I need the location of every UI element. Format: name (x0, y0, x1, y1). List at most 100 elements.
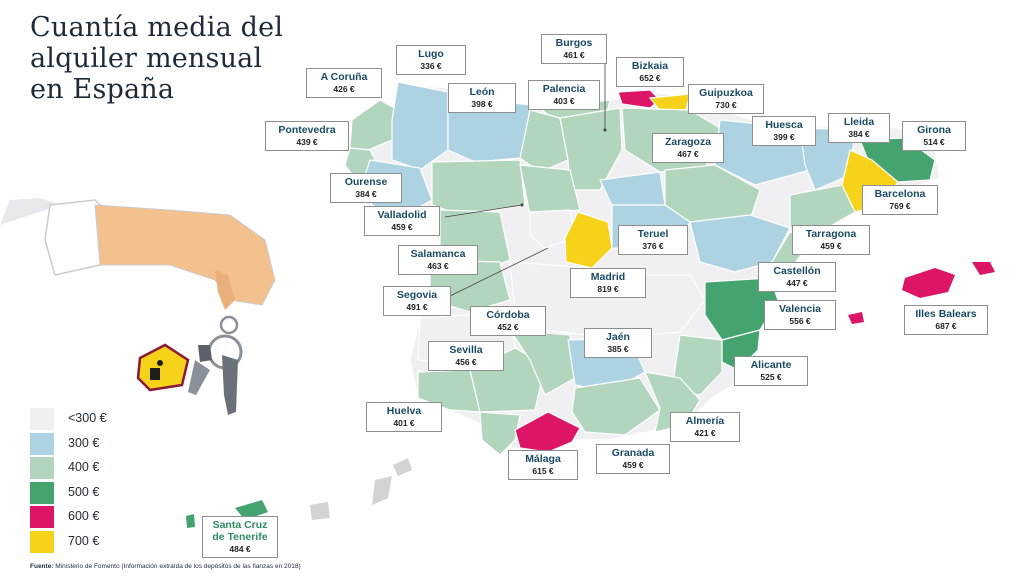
legend-label: <300 € (68, 411, 107, 425)
label-malaga: Málaga 615 € (508, 450, 578, 480)
label-name: Valladolid (377, 209, 427, 221)
source-label: Fuente: (30, 563, 54, 570)
label-teruel: Teruel 376 € (618, 225, 688, 255)
label-value: 491 € (406, 302, 428, 312)
island-mallorca (902, 268, 955, 298)
label-name: Alicante (750, 359, 792, 371)
label-name: Huesca (765, 119, 803, 131)
label-name: Madrid (590, 271, 626, 283)
legend-swatch (30, 530, 54, 553)
label-girona: Girona 514 € (902, 121, 966, 151)
label-lleida: Lleida 384 € (828, 113, 890, 143)
province-granada (571, 377, 661, 436)
label-value: 403 € (553, 96, 575, 106)
label-alicante: Alicante 525 € (734, 356, 808, 386)
label-value: 398 € (471, 99, 493, 109)
island-la-palma (186, 514, 195, 528)
label-value: 385 € (607, 344, 629, 354)
label-name: León (469, 86, 495, 98)
label-sevilla: Sevilla 456 € (428, 341, 504, 371)
source-note: Fuente: Ministerio de Fomento (Informaci… (30, 563, 301, 570)
province-segovia (529, 209, 576, 249)
label-tarragona: Tarragona 459 € (792, 225, 870, 255)
legend-label: 600 € (68, 509, 100, 523)
legend-swatch (30, 481, 54, 504)
label-value: 819 € (597, 284, 619, 294)
label-value: 467 € (677, 149, 699, 159)
label-value: 463 € (427, 261, 449, 271)
label-bizkaia: Bizkaia 652 € (616, 57, 684, 87)
label-name: Lugo (418, 48, 444, 60)
label-value: 426 € (333, 84, 355, 94)
island-tenerife (235, 500, 268, 520)
label-santa-cruz-de-tenerife: Santa Cruz de Tenerife 484 € (202, 516, 278, 558)
label-value: 447 € (786, 278, 808, 288)
label-name: Tarragona (805, 228, 857, 240)
label-huesca: Huesca 399 € (752, 116, 816, 146)
label-palencia: Palencia 403 € (528, 80, 600, 110)
label-name: Jaén (606, 331, 630, 343)
label-name: Córdoba (486, 309, 530, 321)
province-malaga (514, 411, 581, 453)
label-name: Palencia (542, 83, 586, 95)
island-lanzarote (393, 458, 412, 476)
label-value: 769 € (889, 201, 911, 211)
legend-swatch (30, 457, 54, 479)
label-madrid: Madrid 819 € (570, 268, 646, 298)
label-value: 401 € (393, 418, 415, 428)
label-name: Sevilla (449, 344, 483, 356)
label-pontevedra: Pontevedra 439 € (265, 121, 349, 151)
label-jaen: Jaén 385 € (584, 328, 652, 358)
label-name: Bizkaia (631, 60, 669, 72)
label-name: Guipuzkoa (699, 87, 753, 99)
label-value: 484 € (229, 544, 251, 554)
legend-swatch (30, 506, 54, 528)
label-value: 452 € (497, 322, 519, 332)
label-value: 730 € (715, 100, 737, 110)
label-value: 461 € (563, 50, 585, 60)
label-name: Castellón (773, 265, 821, 277)
label-lugo: Lugo 336 € (396, 45, 466, 75)
label-name: Zaragoza (664, 136, 712, 148)
label-value: 421 € (694, 428, 716, 438)
label-guipuzkoa: Guipuzkoa 730 € (688, 84, 764, 114)
island-gran-canaria (310, 502, 330, 520)
label-name: Barcelona (874, 188, 926, 200)
label-valladolid: Valladolid 459 € (364, 206, 440, 236)
province-cadiz (479, 411, 521, 456)
label-name: Pontevedra (278, 124, 336, 136)
label-value: 384 € (848, 129, 870, 139)
label-a-coruna: A Coruña 426 € (306, 68, 382, 98)
label-value: 439 € (296, 137, 318, 147)
title-line-3: en España (30, 74, 175, 105)
label-granada: Granada 459 € (596, 444, 670, 474)
legend-label: 700 € (68, 533, 100, 548)
label-value: 376 € (642, 241, 664, 251)
label-segovia: Segovia 491 € (383, 286, 451, 316)
title-line-1: Cuantía media del (30, 12, 284, 43)
label-value: 652 € (639, 73, 661, 83)
label-value: 456 € (455, 357, 477, 367)
province-palencia (519, 109, 569, 173)
province-burgos (559, 107, 623, 191)
label-almeria: Almería 421 € (670, 412, 740, 442)
label-cordoba: Córdoba 452 € (470, 306, 546, 336)
label-name: Salamanca (410, 248, 466, 260)
legend-label: 400 € (68, 460, 100, 474)
label-name: Granada (611, 447, 655, 459)
label-name: Huelva (386, 405, 422, 417)
label-name: Santa Cruz de Tenerife (212, 519, 268, 543)
label-leon: León 398 € (448, 83, 516, 113)
label-illes-balears: Illes Balears 687 € (904, 305, 988, 335)
province-valladolid (519, 164, 581, 216)
label-name: Segovia (396, 289, 438, 301)
legend-swatch (30, 408, 54, 430)
legend-swatch (30, 432, 54, 455)
label-value: 459 € (622, 460, 644, 470)
hand-with-keys-illustration (0, 198, 276, 415)
province-cordoba (508, 329, 576, 396)
label-value: 615 € (532, 466, 554, 476)
label-name: Almería (685, 415, 725, 427)
province-tarragona (789, 184, 856, 233)
label-burgos: Burgos 461 € (541, 34, 607, 64)
